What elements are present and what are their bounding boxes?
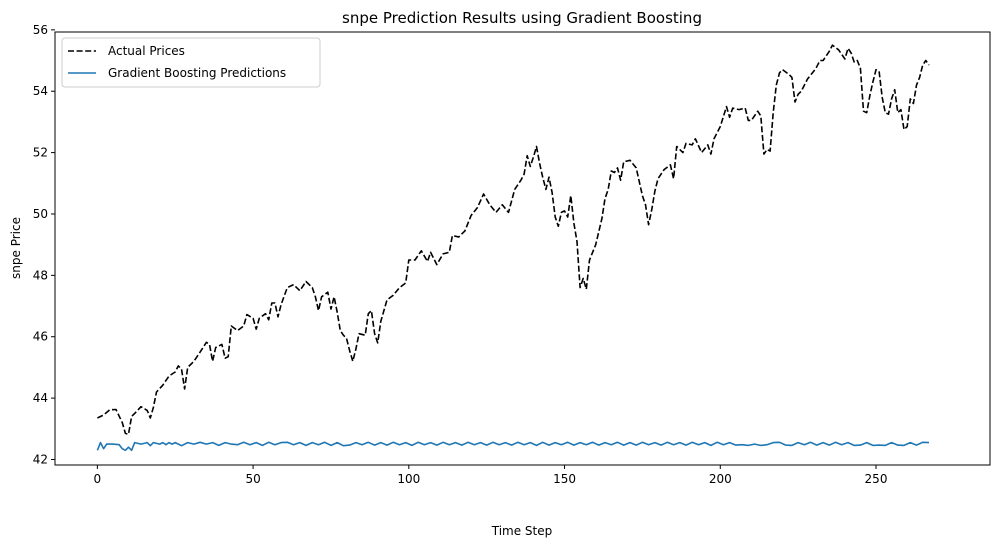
plot-frame	[54, 31, 991, 466]
x-tick-label: 200	[709, 472, 732, 486]
y-tick-label: 56	[33, 23, 48, 37]
x-tick-label: 250	[865, 472, 888, 486]
x-tick-label: 0	[94, 472, 102, 486]
y-tick-label: 42	[33, 452, 48, 466]
x-tick-label: 50	[245, 472, 260, 486]
y-tick-label: 52	[33, 146, 48, 160]
y-tick-label: 48	[33, 268, 48, 282]
y-axis-label: snpe Price	[9, 217, 23, 279]
series-line-actual-prices	[97, 44, 930, 436]
legend-label-actual-prices: Actual Prices	[108, 44, 185, 58]
legend: Actual Prices Gradient Boosting Predicti…	[61, 37, 321, 88]
y-axis-ticks: 42 44 46 48 50 52 54 56	[33, 23, 55, 466]
series-layer	[96, 44, 930, 452]
y-tick-label: 54	[33, 84, 48, 98]
legend-label-gradient-boosting-predictions: Gradient Boosting Predictions	[108, 66, 286, 80]
legend-box	[61, 37, 321, 88]
series-line-gradient-boosting-predictions	[96, 441, 930, 452]
x-tick-label: 100	[397, 472, 420, 486]
x-axis-label: Time Step	[491, 524, 553, 538]
x-tick-label: 150	[553, 472, 576, 486]
chart-title: snpe Prediction Results using Gradient B…	[342, 9, 702, 27]
y-tick-label: 46	[33, 330, 48, 344]
plot-area	[55, 32, 990, 465]
y-tick-label: 44	[33, 391, 48, 405]
x-axis-ticks: 0 50 100 150 200 250	[94, 465, 888, 486]
y-tick-label: 50	[33, 207, 48, 221]
